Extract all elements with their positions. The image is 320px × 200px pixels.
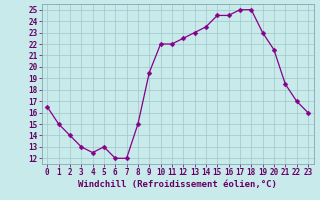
X-axis label: Windchill (Refroidissement éolien,°C): Windchill (Refroidissement éolien,°C)	[78, 180, 277, 189]
